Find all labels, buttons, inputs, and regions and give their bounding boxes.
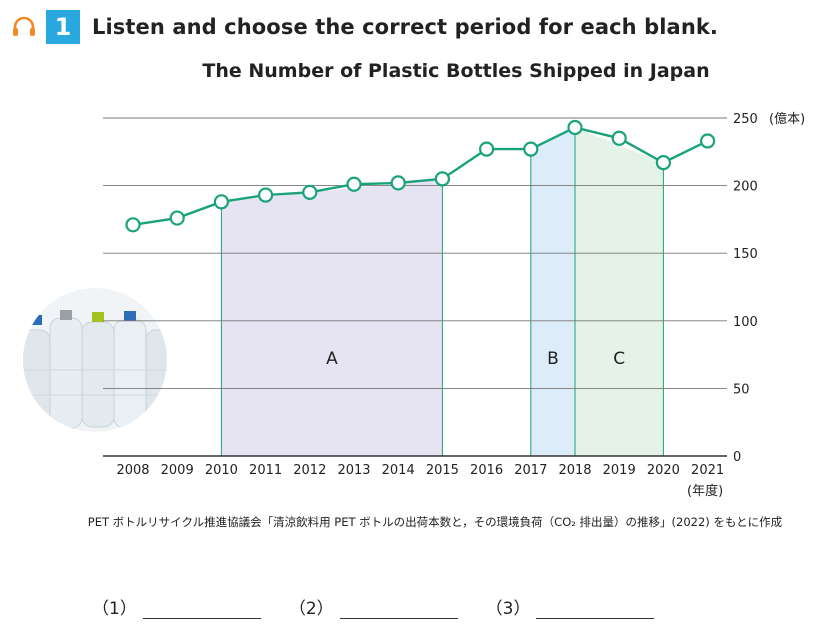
data-point-2010 [213,194,229,210]
data-point-2009 [169,210,185,226]
data-point-2011 [258,187,274,203]
period-regions: A B C [220,127,664,457]
data-point-2017 [523,141,539,157]
answer-1: （1） [92,594,261,619]
x-tick-2020: 2020 [647,463,680,478]
x-tick-2017: 2017 [514,463,547,478]
x-tick-2008: 2008 [116,463,149,478]
region-label-a: A [326,349,338,369]
line-chart: A B C 0 50 100 150 200 250 2008 2009 2010 2011 2012… [23,111,805,499]
answer-2-label: （2） [288,599,334,619]
data-point-2015 [434,171,450,187]
x-tick-2011: 2011 [249,463,282,478]
x-tick-2012: 2012 [293,463,326,478]
y-tick-50: 50 [733,382,750,397]
region-a [221,178,443,456]
x-tick-2015: 2015 [426,463,459,478]
data-point-2014 [390,175,406,191]
gridlines [103,117,727,457]
answer-1-label: （1） [92,599,137,619]
data-point-2021 [699,133,716,149]
x-tick-2009: 2009 [161,463,194,478]
x-tick-2010: 2010 [205,463,238,478]
series-line [125,119,716,233]
answer-3: （3） [486,594,655,619]
region-c [575,127,664,457]
bottles-photo [23,288,167,432]
y-tick-0: 0 [733,450,741,465]
y-tick-150: 150 [733,247,758,262]
answer-2: （2） [289,594,458,619]
answer-2-blank[interactable] [339,596,458,619]
instruction-text: Listen and choose the correct period for… [92,15,719,39]
x-tick-2018: 2018 [558,463,591,478]
data-point-2013 [346,176,362,192]
answer-blanks: （1） （2） （3） [92,594,682,619]
x-unit-label: (年度) [687,483,723,499]
data-point-2019 [611,130,627,146]
headphones-icon[interactable] [10,13,38,41]
x-tick-labels: 2008 2009 2010 2011 2012 2013 2014 2015 2016 2017… [116,463,724,478]
source-note: PET ボトルリサイクル推進協議会「清涼飲料用 PET ボトルの出荷本数と，その… [87,515,783,529]
data-point-2012 [302,184,318,200]
y-tick-250: 250 [733,112,758,127]
answer-1-blank[interactable] [142,596,261,619]
data-point-2008 [125,217,141,233]
x-tick-2019: 2019 [603,463,636,478]
data-point-2016 [479,141,495,157]
region-label-c: C [613,349,625,369]
question-number: 1 [46,10,80,44]
x-tick-2016: 2016 [470,463,503,478]
y-tick-200: 200 [733,180,758,195]
data-point-2018 [567,119,583,136]
y-tick-labels: 0 50 100 150 200 250 [733,112,758,465]
x-tick-2014: 2014 [382,463,415,478]
answer-3-label: （3） [485,599,531,619]
y-unit-label: (億本) [769,111,805,127]
y-tick-100: 100 [733,315,758,330]
question-header: 1 Listen and choose the correct period f… [10,10,718,44]
data-point-2020 [655,155,672,171]
x-tick-2021: 2021 [691,463,724,478]
answer-3-blank[interactable] [536,596,655,619]
chart-title: The Number of Plastic Bottles Shipped in… [202,60,710,82]
x-tick-2013: 2013 [337,463,370,478]
region-b [530,127,575,457]
region-label-b: B [547,349,559,369]
